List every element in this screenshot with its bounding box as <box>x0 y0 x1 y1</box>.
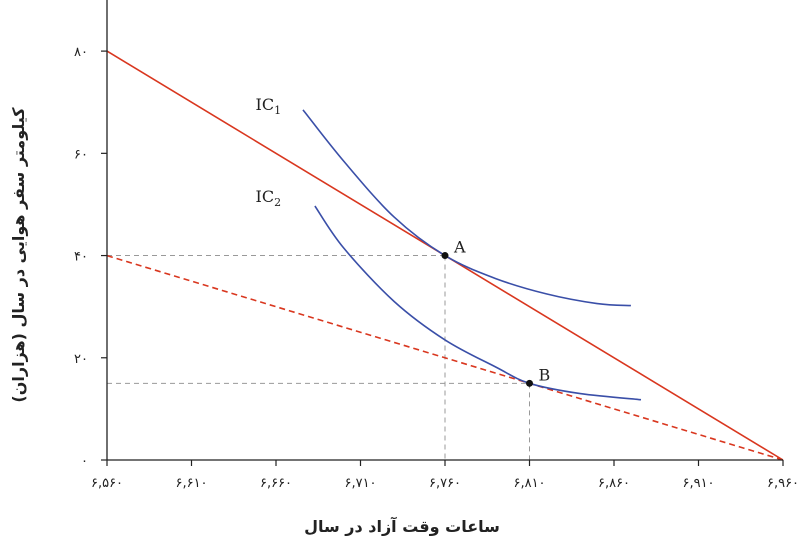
y-tick-label: ۰ <box>81 454 88 469</box>
y-tick-label: ۶۰ <box>74 147 88 162</box>
y-tick-label: ۸۰ <box>74 45 88 60</box>
x-tick-label: ۶,۸۶۰ <box>598 476 630 491</box>
series-line-3 <box>314 205 642 401</box>
series-line-1 <box>106 254 784 461</box>
x-tick-label: ۶,۹۶۰ <box>767 476 799 491</box>
point-label-b: B <box>539 365 551 384</box>
y-tick-label: ۲۰ <box>74 352 88 367</box>
x-tick-label: ۶,۶۶۰ <box>260 476 292 491</box>
x-tick-label: ۶,۷۶۰ <box>429 476 461 491</box>
y-axis-title: کیلومتر سفر هوایی در سال (هزاران) <box>9 107 28 403</box>
point-b <box>526 379 533 387</box>
x-axis-title: ساعات وقت آزاد در سال <box>304 516 500 536</box>
series-line-2 <box>302 109 631 307</box>
point-label-a: A <box>453 238 466 257</box>
guide-lines <box>107 255 530 460</box>
x-tick-label: ۶,۷۱۰ <box>344 476 376 491</box>
curve-label-1: IC1 <box>256 95 282 117</box>
x-tick-label: ۶,۹۱۰ <box>682 476 714 491</box>
point-a <box>441 252 449 260</box>
y-tick-label: ۴۰ <box>74 250 88 265</box>
x-tick-label: ۶,۵۶۰ <box>91 476 123 491</box>
data-points <box>441 252 533 387</box>
x-tick-label: ۶,۸۱۰ <box>513 476 545 491</box>
curve-label-2: IC2 <box>256 187 282 209</box>
tick-marks <box>101 50 784 466</box>
x-tick-label: ۶,۶۱۰ <box>175 476 207 491</box>
